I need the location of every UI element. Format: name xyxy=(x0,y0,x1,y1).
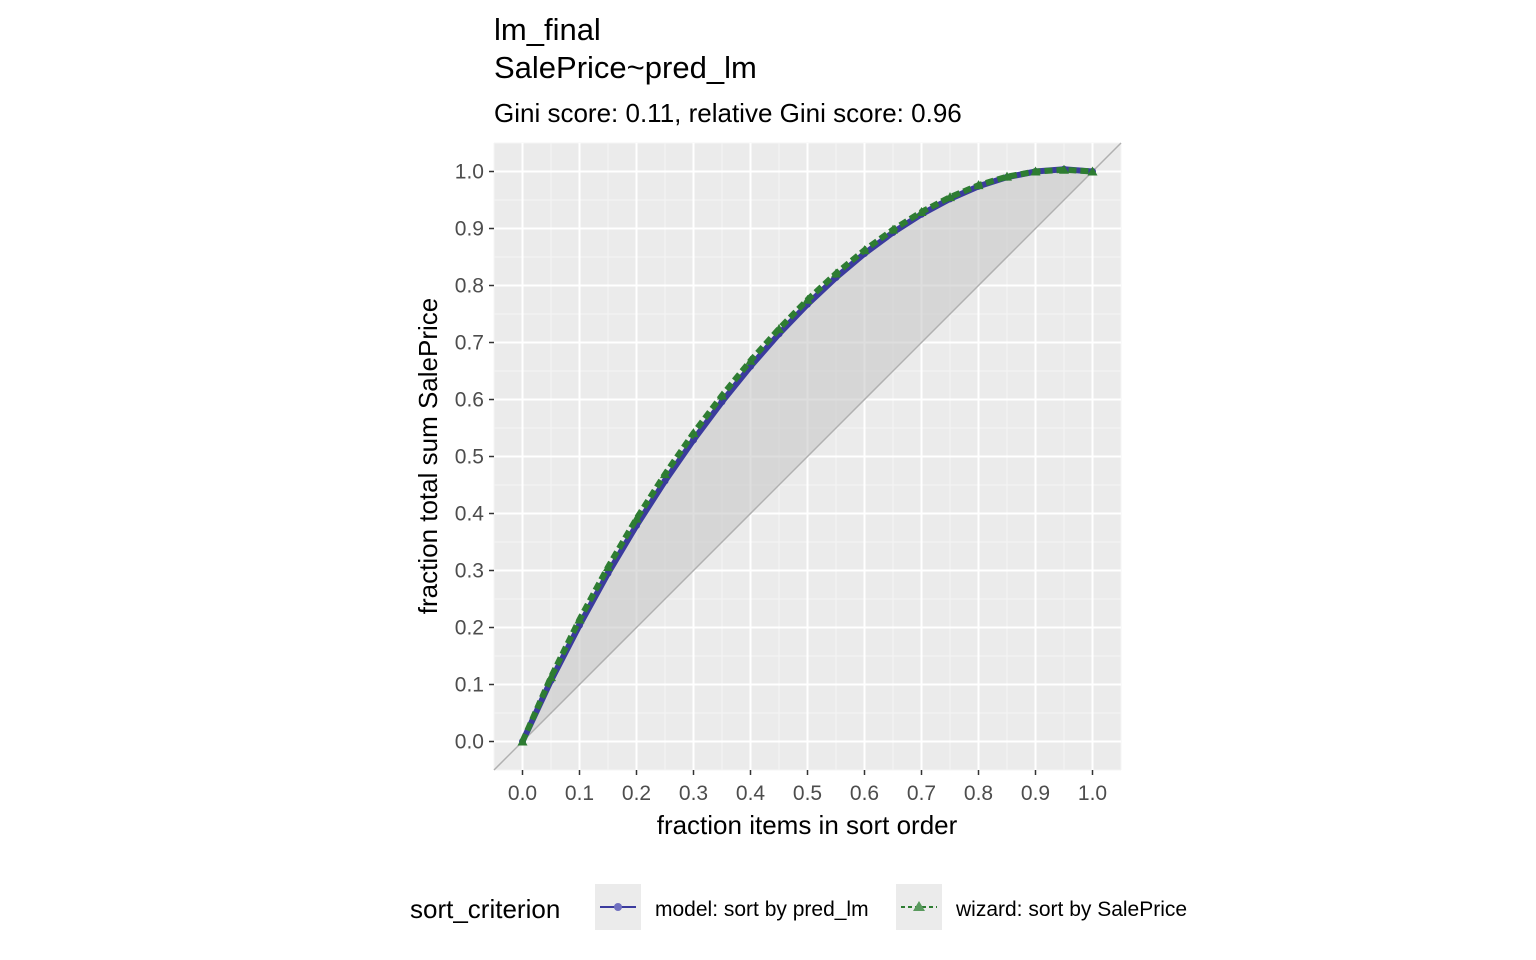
wizard-data-point xyxy=(1059,164,1069,174)
wizard-data-point xyxy=(688,428,699,438)
y-tick-label: 1.0 xyxy=(455,161,484,184)
legend-label-wizard: wizard: sort by SalePrice xyxy=(955,898,1187,921)
x-tick-label: 0.8 xyxy=(964,782,993,805)
legend-marker-model xyxy=(614,903,622,911)
model-data-point xyxy=(718,398,726,406)
reference-diagonal xyxy=(493,142,1122,771)
x-tick-label: 0.3 xyxy=(679,782,708,805)
model-data-point xyxy=(661,477,669,485)
y-tick-label: 0.6 xyxy=(455,389,484,412)
chart-subtitle: Gini score: 0.11, relative Gini score: 0… xyxy=(494,98,962,128)
x-tick-label: 0.4 xyxy=(736,782,766,805)
y-tick-label: 0.4 xyxy=(455,503,485,526)
wizard-data-point xyxy=(1002,171,1012,181)
wizard-data-point xyxy=(574,614,585,624)
legend-label-model: model: sort by pred_lm xyxy=(655,898,869,921)
chart-title-formula: SalePrice~pred_lm xyxy=(494,50,757,85)
y-axis: 0.0 0.1 0.2 0.3 0.4 0.5 0.6 0.7 0.8 0.9 1.0 xyxy=(455,161,494,754)
x-tick-label: 0.1 xyxy=(565,782,594,805)
y-tick-label: 0.5 xyxy=(455,446,484,469)
chart-title: lm_final xyxy=(494,12,601,47)
x-axis: 0.0 0.1 0.2 0.3 0.4 0.5 0.6 0.7 0.8 0.9 1.0 xyxy=(508,770,1107,805)
y-tick-label: 0.1 xyxy=(455,674,484,697)
wizard-data-point xyxy=(603,562,613,572)
wizard-data-point xyxy=(631,513,642,523)
wizard-data-point xyxy=(859,245,870,255)
x-tick-label: 0.2 xyxy=(622,782,651,805)
wizard-data-point xyxy=(745,355,756,365)
wizard-data-point xyxy=(1087,166,1098,176)
wizard-data-point xyxy=(517,736,528,746)
wizard-data-point xyxy=(802,294,813,304)
wizard-data-point xyxy=(546,672,556,682)
wizard-data-point xyxy=(660,469,670,479)
x-tick-label: 0.5 xyxy=(793,782,822,805)
y-tick-label: 0.8 xyxy=(455,275,484,298)
y-tick-label: 0.3 xyxy=(455,560,484,583)
x-tick-label: 1.0 xyxy=(1078,782,1107,805)
legend: sort_criterion model: sort by pred_lm wi… xyxy=(410,884,1187,930)
x-tick-label: 0.9 xyxy=(1021,782,1050,805)
y-tick-label: 0.7 xyxy=(455,332,484,355)
wizard-data-point xyxy=(717,390,727,400)
y-tick-label: 0.2 xyxy=(455,617,484,640)
wizard-data-point xyxy=(945,192,955,202)
y-axis-title: fraction total sum SalePrice xyxy=(413,298,443,614)
x-axis-title: fraction items in sort order xyxy=(657,810,958,840)
wizard-data-point xyxy=(973,180,984,190)
wizard-data-point xyxy=(916,206,927,216)
wizard-data-point xyxy=(774,323,784,333)
wizard-data-point xyxy=(1030,166,1041,176)
x-tick-label: 0.0 xyxy=(508,782,537,805)
y-tick-label: 0.9 xyxy=(455,218,484,241)
legend-title: sort_criterion xyxy=(410,894,560,924)
legend-marker-wizard xyxy=(913,901,925,911)
y-tick-label: 0.0 xyxy=(455,731,484,754)
x-tick-label: 0.7 xyxy=(907,782,936,805)
wizard-data-point xyxy=(831,268,841,278)
wizard-data-point xyxy=(888,224,898,234)
series-layer xyxy=(517,164,1098,746)
x-tick-label: 0.6 xyxy=(850,782,879,805)
